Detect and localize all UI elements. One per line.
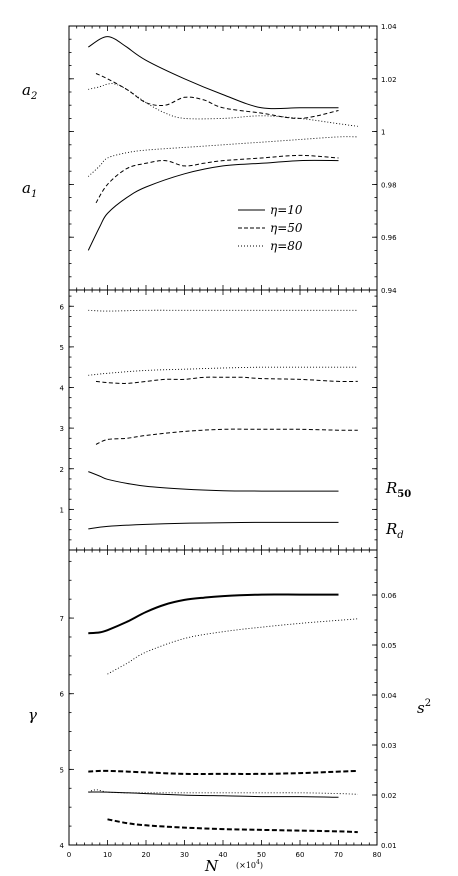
y-left-label-mid-4: 4 bbox=[60, 385, 65, 393]
series-line-p0-5-dotted bbox=[87, 136, 358, 177]
y-right-label-top-1: 1 bbox=[381, 129, 385, 137]
y-left-label-bot-6: 6 bbox=[60, 691, 65, 699]
label-r50: R50 bbox=[385, 479, 411, 500]
series-line-p2-4-solid bbox=[88, 791, 339, 798]
legend-label-eta10: η=10 bbox=[270, 203, 303, 217]
series-line-p0-4-dashed bbox=[95, 154, 339, 204]
x-axis-unit: (×104) bbox=[236, 859, 263, 870]
series-line-p0-2-dotted bbox=[88, 83, 358, 127]
series-line-p1-4-solid bbox=[88, 471, 339, 492]
y-right-label-top-1.02: 1.02 bbox=[381, 76, 397, 84]
series-lines bbox=[87, 36, 358, 834]
legend-label-eta50: η=50 bbox=[270, 221, 303, 235]
series-line-p2-3-dotted bbox=[88, 789, 358, 795]
y-left-label-mid-1: 1 bbox=[60, 506, 64, 514]
series-line-p0-3-solid bbox=[87, 159, 339, 251]
y-right-label-bot-0.01: 0.01 bbox=[381, 842, 397, 850]
series-line-p2-1-dotted bbox=[107, 618, 358, 675]
label-s2: s2 bbox=[417, 698, 431, 717]
panel-middle-frame bbox=[68, 289, 378, 551]
y-right-label-top-0.94: 0.94 bbox=[381, 287, 397, 295]
series-line-p1-1-dotted bbox=[88, 366, 358, 376]
series-line-p1-5-solid bbox=[88, 521, 339, 530]
series-line-p0-1-dashed bbox=[95, 73, 339, 119]
series-line-p2-2-dashed-thick bbox=[88, 769, 358, 775]
y-right-label-bot-0.04: 0.04 bbox=[381, 692, 397, 700]
legend: η=10 η=50 η=80 bbox=[238, 203, 303, 253]
series-line-p0-0-solid bbox=[88, 36, 339, 110]
x-tick-label-0: 0 bbox=[67, 851, 71, 859]
y-left-label-mid-3: 3 bbox=[60, 425, 64, 433]
x-tick-label-20: 20 bbox=[142, 851, 151, 859]
y-left-label-mid-6: 6 bbox=[60, 303, 65, 311]
label-rd: Rd bbox=[385, 520, 404, 541]
series-line-p2-0-solid-thick bbox=[88, 593, 339, 635]
series-line-p2-5-dashed-thick bbox=[107, 818, 358, 834]
x-tick-label-70: 70 bbox=[334, 851, 343, 859]
x-tick-label-60: 60 bbox=[296, 851, 305, 859]
panel-top-frame bbox=[68, 25, 378, 291]
y-right-label-bot-0.02: 0.02 bbox=[381, 792, 397, 800]
y-right-label-top-0.98: 0.98 bbox=[381, 181, 397, 189]
legend-label-eta80: η=80 bbox=[270, 239, 303, 253]
series-line-p1-2-dashed bbox=[95, 376, 358, 384]
y-left-label-bot-4: 4 bbox=[60, 842, 65, 850]
series-line-p1-3-dashed bbox=[95, 428, 358, 445]
y-right-label-bot-0.05: 0.05 bbox=[381, 642, 397, 650]
y-left-label-mid-2: 2 bbox=[60, 466, 64, 474]
tick-labels: 0 10 20 30 40 50 60 70 80 0.94 0.96 0.98 1 1.02 1.04 1 2… bbox=[60, 23, 398, 859]
label-a2: a2 bbox=[22, 81, 37, 102]
y-right-label-top-0.96: 0.96 bbox=[381, 234, 397, 242]
y-left-label-mid-5: 5 bbox=[60, 344, 64, 352]
label-gamma: γ bbox=[28, 706, 37, 724]
x-tick-label-50: 50 bbox=[257, 851, 266, 859]
y-right-label-bot-0.03: 0.03 bbox=[381, 742, 397, 750]
x-tick-label-40: 40 bbox=[219, 851, 228, 859]
x-axis-label-n: N bbox=[204, 857, 219, 875]
tick-marks bbox=[68, 25, 378, 846]
y-left-label-bot-5: 5 bbox=[60, 766, 64, 774]
x-tick-label-80: 80 bbox=[373, 851, 382, 859]
y-right-label-top-1.04: 1.04 bbox=[381, 23, 397, 31]
y-right-label-bot-0.06: 0.06 bbox=[381, 592, 397, 600]
y-left-label-bot-7: 7 bbox=[60, 615, 64, 623]
x-tick-label-10: 10 bbox=[103, 851, 112, 859]
label-a1: a1 bbox=[22, 179, 37, 200]
series-line-p1-0-dotted bbox=[88, 309, 358, 312]
x-tick-label-30: 30 bbox=[180, 851, 189, 859]
